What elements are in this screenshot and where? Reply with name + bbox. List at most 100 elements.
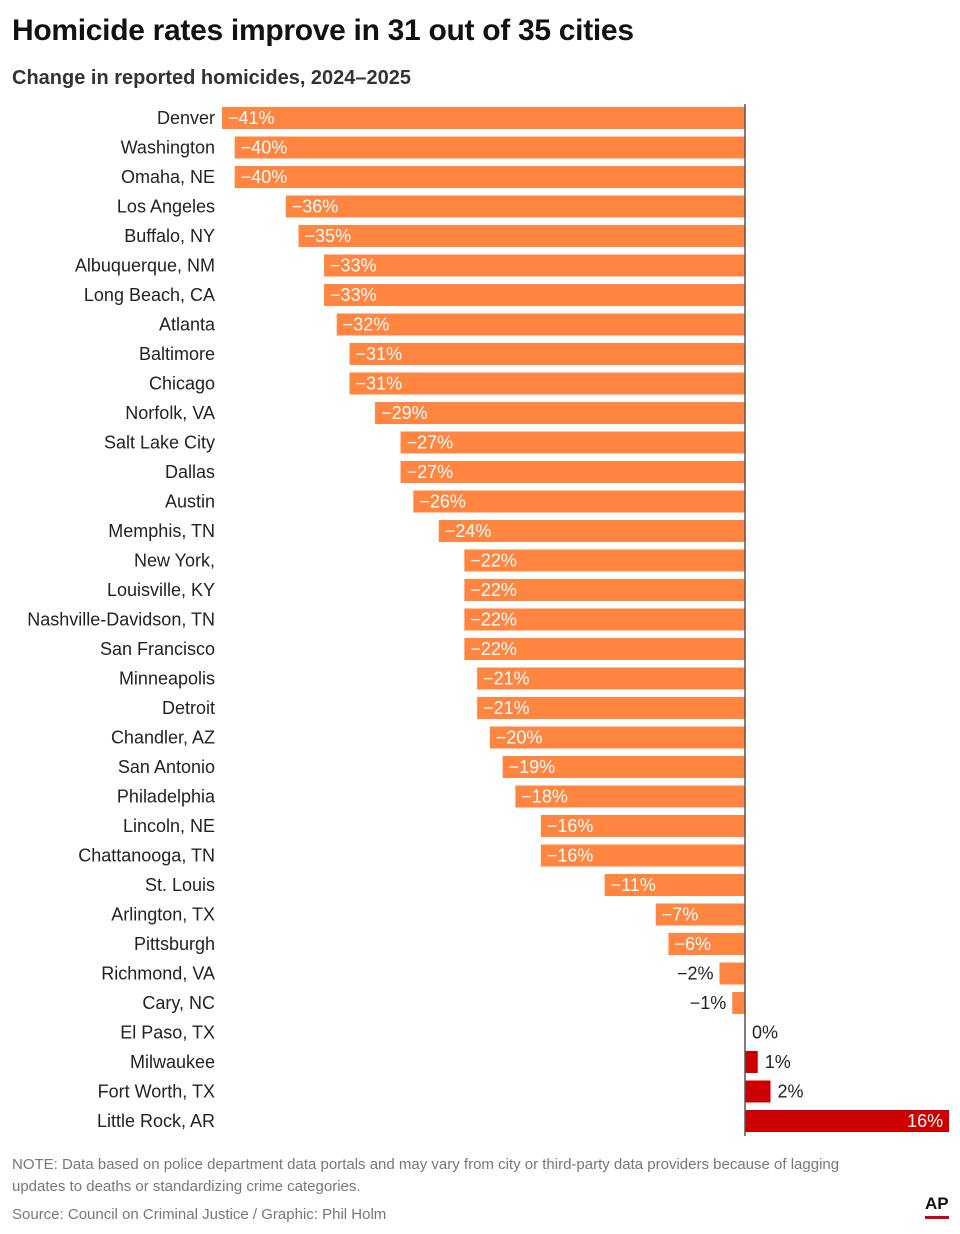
category-label: Richmond, VA (101, 964, 215, 984)
data-label: −22% (470, 639, 517, 659)
data-label: −33% (330, 256, 377, 276)
data-label: −16% (547, 816, 594, 836)
bar (234, 166, 745, 188)
data-label: −32% (343, 315, 390, 335)
bar (324, 254, 745, 277)
bar (719, 962, 745, 985)
ap-logo-underline (925, 1216, 949, 1219)
category-label: San Antonio (118, 757, 215, 777)
bar (502, 756, 745, 778)
bar (464, 638, 745, 660)
data-label: −6% (674, 934, 711, 954)
data-label: −19% (509, 757, 556, 777)
bar (464, 579, 745, 601)
data-label: −7% (662, 905, 699, 925)
data-label: 16% (907, 1111, 943, 1131)
bar (324, 284, 745, 306)
bar (745, 1080, 771, 1103)
data-label: −31% (356, 344, 403, 364)
data-label: −21% (483, 669, 530, 689)
category-label: Fort Worth, TX (98, 1082, 215, 1102)
category-label: Chicago (149, 374, 215, 394)
bar (400, 431, 745, 454)
category-label: Washington (121, 138, 215, 158)
category-label: Chandler, AZ (111, 728, 215, 748)
data-label: −35% (305, 226, 352, 246)
bar (349, 372, 745, 395)
bar (655, 903, 745, 926)
data-label: −27% (407, 462, 454, 482)
category-label: Atlanta (159, 315, 216, 335)
category-label: Pittsburgh (134, 934, 215, 954)
category-label: Philadelphia (117, 787, 216, 807)
data-label: −41% (228, 108, 275, 128)
category-label: Milwaukee (130, 1052, 215, 1072)
bar (464, 608, 745, 631)
category-label: Denver (157, 108, 215, 128)
data-label: 0% (752, 1023, 778, 1043)
category-label: Little Rock, AR (97, 1111, 215, 1131)
bar (540, 844, 745, 867)
category-label: El Paso, TX (120, 1023, 215, 1043)
data-label: −20% (496, 728, 543, 748)
data-label: −16% (547, 846, 594, 866)
category-label: St. Louis (145, 875, 215, 895)
ap-logo: AP (925, 1194, 949, 1213)
data-label: −40% (241, 167, 288, 187)
category-label: Memphis, TN (108, 521, 215, 541)
category-label: Norfolk, VA (125, 403, 215, 423)
bar (668, 933, 745, 955)
bar (477, 667, 745, 690)
bar (732, 992, 745, 1014)
data-label: −31% (356, 374, 403, 394)
category-label: Long Beach, CA (84, 285, 215, 305)
bar (745, 1110, 950, 1132)
category-label: Minneapolis (119, 669, 215, 689)
bar (604, 874, 745, 896)
bar (515, 785, 745, 808)
category-label: Los Angeles (117, 197, 215, 217)
data-label: −1% (690, 993, 727, 1013)
category-label: Salt Lake City (104, 433, 215, 453)
data-label: −29% (381, 403, 428, 423)
bar (234, 136, 745, 159)
bar (489, 726, 745, 749)
bar (349, 343, 745, 365)
data-label: −22% (470, 610, 517, 630)
bar (438, 520, 745, 542)
category-label: Cary, NC (142, 993, 215, 1013)
data-label: −40% (241, 138, 288, 158)
category-label: Baltimore (139, 344, 215, 364)
category-label: Nashville-Davidson, TN (27, 610, 215, 630)
category-label: San Francisco (100, 639, 215, 659)
bar (222, 107, 745, 129)
category-label: Louisville, KY (107, 580, 215, 600)
category-label: Lincoln, NE (123, 816, 215, 836)
data-label: −11% (611, 875, 656, 895)
category-label: Dallas (165, 462, 215, 482)
data-label: −27% (407, 433, 454, 453)
bar (745, 1051, 758, 1073)
category-label: Albuquerque, NM (75, 256, 215, 276)
data-label: −22% (470, 551, 517, 571)
data-label: −22% (470, 580, 517, 600)
bar (336, 313, 745, 336)
data-label: 2% (778, 1082, 804, 1102)
data-label: −33% (330, 285, 377, 305)
bar-chart: Denver −41% Washington −40% Omaha, NE −40% Los… (27, 104, 950, 1136)
category-label: Omaha, NE (121, 167, 215, 187)
bar (477, 697, 745, 719)
category-label: New York, (134, 551, 215, 571)
bar (540, 815, 745, 837)
bar (375, 402, 745, 424)
chart-source: Source: Council on Criminal Justice / Gr… (12, 1206, 387, 1223)
data-label: −21% (483, 698, 530, 718)
data-label: −36% (292, 197, 339, 217)
category-label: Chattanooga, TN (78, 846, 215, 866)
bar (285, 195, 745, 218)
bar (413, 490, 745, 513)
data-label: 1% (765, 1052, 791, 1072)
bar (464, 549, 745, 572)
data-label: −26% (419, 492, 466, 512)
bar (298, 225, 745, 247)
